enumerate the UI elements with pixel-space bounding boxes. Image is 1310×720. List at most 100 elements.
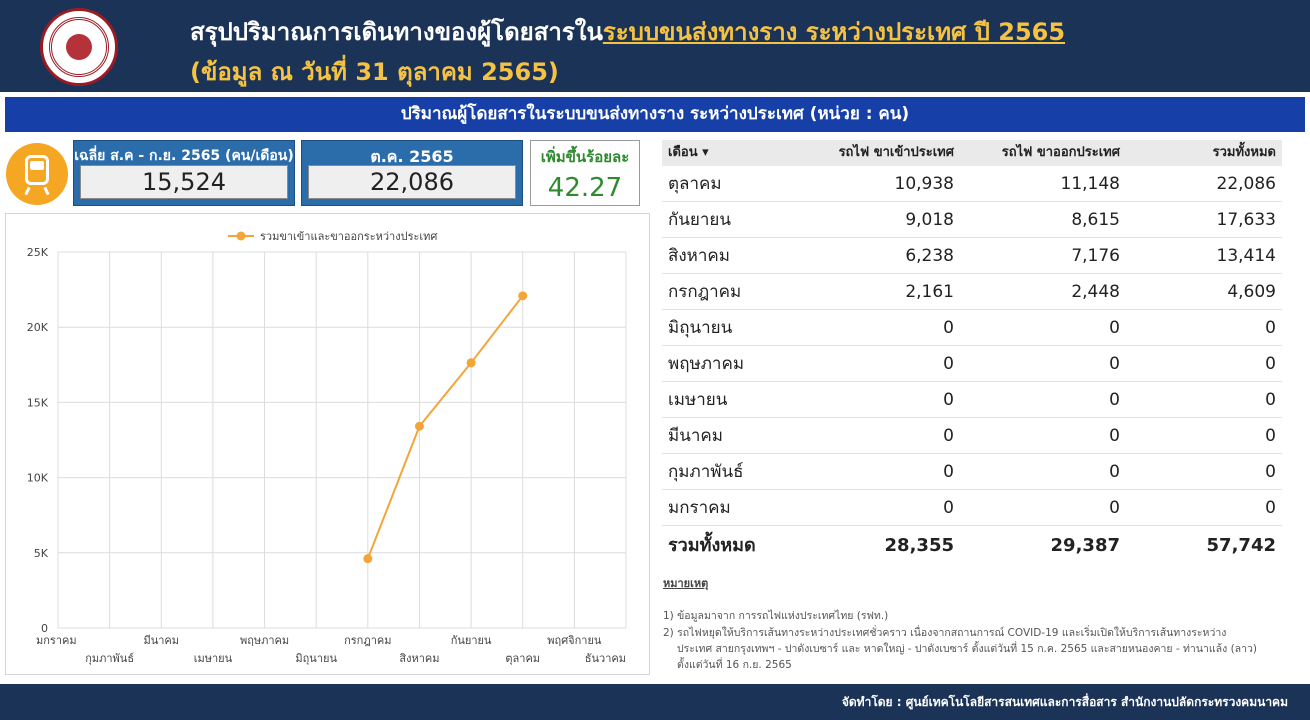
- kpi-october-value: 22,086: [308, 165, 516, 199]
- train-window-shape: [30, 161, 44, 170]
- table-row: กุมภาพันธ์ 0 0 0: [662, 454, 1282, 490]
- column-header-outbound[interactable]: รถไฟ ขาออกประเทศ: [1001, 145, 1120, 160]
- x-tick-label: กุมภาพันธ์: [85, 652, 134, 665]
- data-point: [518, 291, 528, 301]
- row-total: 0: [1265, 426, 1276, 446]
- column-header-month[interactable]: เดือน ▾: [668, 145, 709, 160]
- logo-emblem-icon: [66, 34, 92, 60]
- row-inbound: 2,161: [905, 282, 954, 302]
- x-tick-label: มกราคม: [36, 634, 77, 647]
- row-month: เมษายน: [668, 390, 728, 410]
- y-tick-label: 10K: [27, 472, 49, 485]
- kpi-percent-value: 42.27: [547, 173, 623, 203]
- legend-marker: [236, 231, 246, 241]
- row-month: สิงหาคม: [668, 246, 731, 266]
- train-leg-shape: [24, 186, 31, 196]
- train-body-shape: [25, 155, 49, 185]
- train-leg-shape: [43, 186, 50, 196]
- x-tick-label: สิงหาคม: [399, 652, 439, 665]
- row-inbound: 0: [943, 390, 954, 410]
- table-row: สิงหาคม 6,238 7,176 13,414: [662, 238, 1282, 274]
- row-outbound: 0: [1109, 462, 1120, 482]
- row-month: มิถุนายน: [668, 318, 733, 338]
- kpi-october-label: ต.ค. 2565: [370, 147, 454, 166]
- table-header-row: เดือน ▾ รถไฟ ขาเข้าประเทศ รถไฟ ขาออกประเ…: [662, 140, 1282, 166]
- title-highlight: ระบบขนส่งทางราง ระหว่างประเทศ ปี 2565: [602, 18, 1066, 46]
- total-label: รวมทั้งหมด: [668, 535, 756, 556]
- row-outbound: 0: [1109, 426, 1120, 446]
- note-2-line-3: ตั้งแต่วันที่ 16 ก.ย. 2565: [677, 659, 792, 671]
- y-tick-label: 25K: [27, 246, 49, 259]
- column-header-inbound[interactable]: รถไฟ ขาเข้าประเทศ: [838, 145, 954, 160]
- row-month: มีนาคม: [668, 426, 723, 446]
- row-total: 0: [1265, 318, 1276, 338]
- row-outbound: 8,615: [1071, 210, 1120, 230]
- note-2-line-1: 2) รถไฟหยุดให้บริการเส้นทางระหว่างประเทศ…: [663, 627, 1227, 639]
- table-row: มกราคม 0 0 0: [662, 490, 1282, 526]
- chart-panel: 0 5K 10K 15K 20K 25K มกราคมกุมภาพันธ์ มีนาคมเมษ…: [5, 213, 650, 675]
- kpi-average-value: 15,524: [80, 165, 288, 199]
- header-bar: สรุปปริมาณการเดินทางของผู้โดยสารในระบบขน…: [0, 0, 1310, 92]
- y-tick-label: 5K: [34, 547, 49, 560]
- x-tick-label: พฤศจิกายน: [547, 634, 602, 647]
- row-inbound: 0: [943, 318, 954, 338]
- series-line: [366, 295, 524, 560]
- train-icon: [6, 143, 68, 205]
- row-month: กรกฎาคม: [668, 282, 742, 302]
- row-total: 17,633: [1216, 210, 1276, 230]
- kpi-percent-label: เพิ่มขึ้นร้อยละ: [540, 148, 630, 166]
- data-point: [363, 554, 373, 564]
- row-total: 22,086: [1216, 174, 1276, 194]
- row-outbound: 11,148: [1060, 174, 1120, 194]
- row-inbound: 6,238: [905, 246, 954, 266]
- footer-credit: จัดทำโดย : ศูนย์เทคโนโลยีสารสนเทศและการส…: [0, 684, 1310, 720]
- x-tick-label: มีนาคม: [143, 634, 179, 647]
- row-inbound: 0: [943, 426, 954, 446]
- row-total: 13,414: [1216, 246, 1276, 266]
- x-tick-label: เมษายน: [194, 652, 233, 665]
- title-prefix: สรุปปริมาณการเดินทางของผู้โดยสารใน: [190, 18, 603, 46]
- row-month: กันยายน: [668, 210, 732, 230]
- total-all: 57,742: [1206, 535, 1276, 556]
- row-outbound: 0: [1109, 498, 1120, 518]
- data-point: [466, 358, 476, 368]
- table-total-row: รวมทั้งหมด 28,355 29,387 57,742: [662, 526, 1282, 566]
- data-point: [414, 421, 424, 431]
- note-2-line-2: ประเทศ สายกรุงเทพฯ - ปาดังเบซาร์ และ หาด…: [677, 643, 1257, 655]
- table-row: เมษายน 0 0 0: [662, 382, 1282, 418]
- x-tick-label: กรกฎาคม: [344, 634, 391, 647]
- page-subtitle: (ข้อมูล ณ วันที่ 31 ตุลาคม 2565): [190, 58, 559, 86]
- row-inbound: 9,018: [905, 210, 954, 230]
- table-row: กันยายน 9,018 8,615 17,633: [662, 202, 1282, 238]
- row-month: กุมภาพันธ์: [668, 462, 744, 482]
- total-outbound: 29,387: [1050, 535, 1120, 556]
- row-month: มกราคม: [668, 498, 731, 518]
- row-total: 0: [1265, 354, 1276, 374]
- column-header-total[interactable]: รวมทั้งหมด: [1212, 145, 1276, 160]
- y-tick-label: 0: [41, 622, 48, 635]
- row-total: 0: [1265, 390, 1276, 410]
- y-tick-label: 15K: [27, 396, 49, 409]
- logo-ring: [49, 17, 109, 77]
- note-1: 1) ข้อมูลมาจาก การรถไฟแห่งประเทศไทย (รฟท…: [663, 610, 889, 622]
- row-outbound: 7,176: [1071, 246, 1120, 266]
- kpi-card-average: เฉลี่ย ส.ค - ก.ย. 2565 (คน/เดือน) 15,524: [73, 140, 295, 206]
- x-tick-label: พฤษภาคม: [240, 634, 289, 647]
- section-title: ปริมาณผู้โดยสารในระบบขนส่งทางราง ระหว่าง…: [5, 97, 1305, 132]
- row-outbound: 0: [1109, 354, 1120, 374]
- page-title: สรุปปริมาณการเดินทางของผู้โดยสารในระบบขน…: [190, 12, 1065, 51]
- notes-title: หมายเหตุ: [663, 577, 709, 590]
- data-table: เดือน ▾ รถไฟ ขาเข้าประเทศ รถไฟ ขาออกประเ…: [662, 140, 1282, 566]
- row-outbound: 0: [1109, 318, 1120, 338]
- row-outbound: 2,448: [1071, 282, 1120, 302]
- row-inbound: 0: [943, 354, 954, 374]
- table-row: ตุลาคม 10,938 11,148 22,086: [662, 166, 1282, 202]
- table-row: มิถุนายน 0 0 0: [662, 310, 1282, 346]
- kpi-card-percent: เพิ่มขึ้นร้อยละ 42.27: [530, 140, 640, 206]
- x-tick-label: มิถุนายน: [295, 652, 337, 665]
- table-row: กรกฎาคม 2,161 2,448 4,609: [662, 274, 1282, 310]
- row-outbound: 0: [1109, 390, 1120, 410]
- y-tick-label: 20K: [27, 321, 49, 334]
- table-row: พฤษภาคม 0 0 0: [662, 346, 1282, 382]
